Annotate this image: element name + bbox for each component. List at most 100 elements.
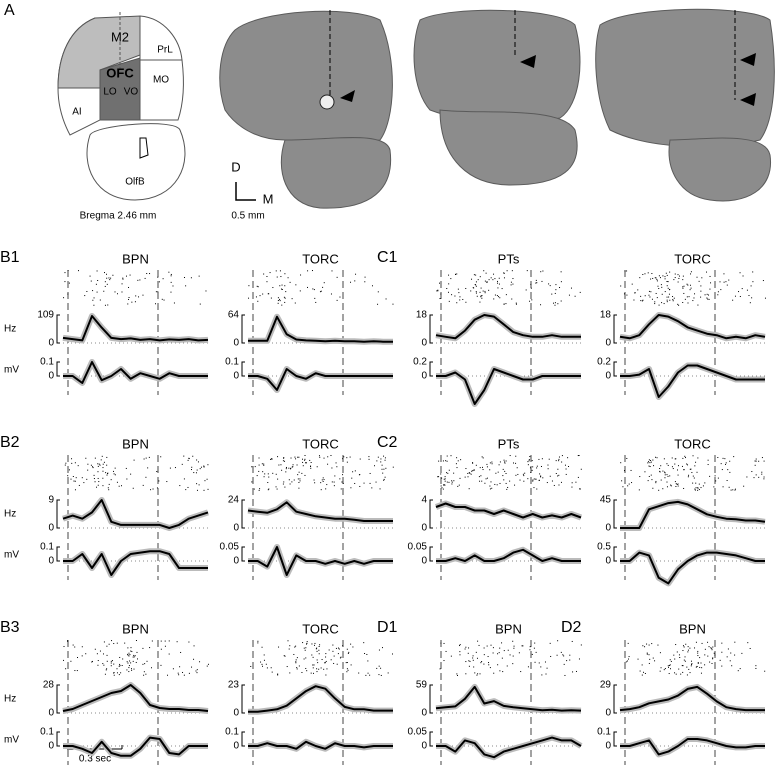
raster-spike [301, 472, 303, 474]
region-shape [139, 59, 184, 121]
raster-spike [160, 640, 162, 642]
raster-spike [678, 277, 680, 279]
raster-spike [113, 473, 115, 475]
raster-spike [96, 653, 98, 655]
raster-spike [143, 671, 145, 673]
raster-spike [126, 661, 128, 663]
raster-spike [502, 475, 504, 477]
raster-spike [113, 663, 115, 665]
raster-spike [676, 651, 678, 653]
raster-spike [377, 456, 379, 458]
raster-spike [502, 671, 504, 673]
raster-spike [545, 673, 547, 675]
raster-spike [666, 481, 668, 483]
raster-spike [533, 487, 535, 489]
raster-spike [527, 478, 529, 480]
raster-spike [531, 653, 533, 655]
raster-spike [144, 277, 146, 279]
raster-spike [623, 293, 625, 295]
raster-spike [262, 293, 264, 295]
raster-spike [458, 484, 460, 486]
raster-spike [347, 652, 349, 654]
raster-spike [577, 455, 579, 457]
raster-spike [444, 478, 446, 480]
raster-spike [662, 488, 664, 490]
raster-spike [504, 470, 506, 472]
raster-spike [377, 303, 379, 305]
raster-spike [541, 458, 543, 460]
raster-spike [284, 486, 286, 488]
raster-spike [538, 662, 540, 664]
raster-spike [185, 489, 187, 491]
raster-spike [566, 660, 568, 662]
y-tick-label: 59 [416, 680, 428, 691]
raster-spike [682, 671, 684, 673]
raster-spike [443, 478, 445, 480]
raster-spike [553, 302, 555, 304]
raster-spike [763, 460, 765, 462]
raster-spike [355, 273, 357, 275]
raster-spike [132, 660, 134, 662]
y-tick-label: 109 [37, 310, 54, 321]
raster-spike [654, 303, 656, 305]
raster-spike [347, 669, 349, 671]
raster-spike [754, 464, 756, 466]
raster-spike [190, 469, 192, 471]
panel-label: B2 [0, 434, 20, 451]
raster-spike [73, 480, 75, 482]
scale-label: 0.3 sec [79, 754, 111, 765]
raster-spike [295, 662, 297, 664]
raster-spike [330, 293, 332, 295]
raster-spike [450, 278, 452, 280]
raster-spike [722, 457, 724, 459]
panel-label: C2 [377, 434, 398, 451]
raster-spike [717, 457, 719, 459]
raster-spike [251, 481, 253, 483]
firing-rate-trace [62, 499, 209, 529]
raster-spike [64, 464, 66, 466]
region-label: OlfB [125, 177, 145, 188]
raster-spike [678, 304, 680, 306]
raster-spike [262, 665, 264, 667]
raster-spike [655, 480, 657, 482]
raster-spike [170, 291, 172, 293]
raster-spike [507, 486, 509, 488]
raster-spike [485, 281, 487, 283]
raster-spike [554, 302, 556, 304]
mv-axis [56, 361, 60, 377]
raster-spike [509, 480, 511, 482]
raster-spike [121, 665, 123, 667]
raster-spike [505, 482, 507, 484]
raster-spike [113, 643, 115, 645]
raster-spike [256, 285, 258, 287]
raster-spike [638, 489, 640, 491]
raster-spike [555, 460, 557, 462]
raster-spike [672, 300, 674, 302]
raster-spike [714, 475, 716, 477]
raster-spike [305, 667, 307, 669]
raster-spike [304, 649, 306, 651]
raster-spike [326, 668, 328, 670]
raster-spike [278, 646, 280, 648]
raster-spike [63, 659, 65, 661]
raster-spike [78, 484, 80, 486]
raster-spike [182, 671, 184, 673]
raster-spike [531, 299, 533, 301]
raster-spike [279, 285, 281, 287]
raster-spike [313, 672, 315, 674]
raster-spike [325, 656, 327, 658]
raster-spike [128, 671, 130, 673]
raster-spike [503, 459, 505, 461]
panel-title: TORC [302, 436, 339, 451]
raster-spike [751, 471, 753, 473]
raster-spike [299, 480, 301, 482]
raster-spike [625, 661, 627, 663]
raster-spike [280, 288, 282, 290]
lfp-trace [63, 736, 208, 757]
raster-spike [98, 481, 100, 483]
y-tick-label: 0.1 [225, 727, 239, 738]
raster-spike [187, 459, 189, 461]
raster-spike [448, 300, 450, 302]
raster-spike [120, 672, 122, 674]
raster-spike [296, 657, 298, 659]
